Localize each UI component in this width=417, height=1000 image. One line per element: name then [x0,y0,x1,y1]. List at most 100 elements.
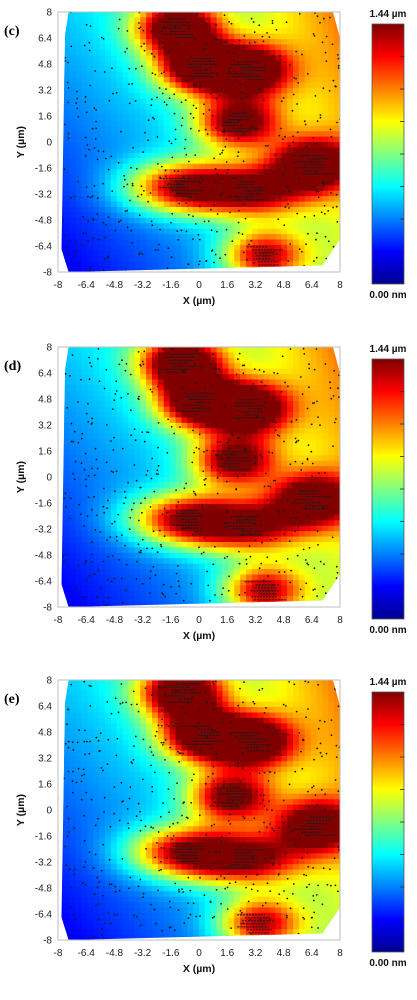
heatmap-cell [193,493,200,500]
heatmap-cell [134,49,141,56]
heatmap-cell [146,60,153,67]
heatmap-cell [169,12,177,19]
data-point [105,223,108,226]
heatmap-cell [128,158,135,165]
heatmap-cell [216,460,224,467]
heatmap-cell [99,22,106,29]
heatmap-cell [140,255,147,262]
heatmap-cell [110,514,118,521]
heatmap-cell [105,563,112,570]
heatmap-cell [187,17,194,24]
heatmap-cell [110,22,118,29]
heatmap-cell [75,212,83,219]
heatmap-cell [152,525,159,532]
heatmap-cell [134,82,141,89]
heatmap-cell [99,87,106,94]
heatmap-cell [304,201,312,208]
heatmap-cell [110,266,118,272]
heatmap-cell [316,190,323,197]
heatmap-cell [105,520,112,527]
heatmap-cell [216,444,224,451]
heatmap-cell [234,542,241,549]
heatmap-cell [216,60,224,67]
heatmap-cell [81,147,88,154]
heatmap-cell [146,114,153,121]
heatmap-cell [328,196,335,203]
heatmap-cell [128,531,135,538]
heatmap-cell [181,71,188,78]
heatmap-cell [257,207,265,214]
heatmap-cell [210,17,218,24]
heatmap-cell [140,60,147,67]
heatmap-cell [93,590,100,597]
heatmap-cell [222,406,229,413]
heatmap-cell [93,71,100,78]
heatmap-cell [116,590,124,597]
heatmap-cell [204,585,212,592]
heatmap-cell [240,33,247,40]
heatmap-cell [140,352,147,359]
heatmap-cell [157,558,165,565]
heatmap-cell [122,142,130,149]
heatmap-cell [293,384,300,391]
data-point [102,269,105,272]
heatmap-cell [204,104,212,111]
heatmap-cell [275,439,282,446]
heatmap-cell [75,44,83,51]
heatmap-cell [61,255,65,262]
data-point [205,259,208,262]
heatmap-cell [187,71,194,78]
heatmap-cell [298,444,306,451]
heatmap-cell [105,482,112,489]
heatmap-cell [152,498,159,505]
heatmap-cell [293,596,300,603]
data-point [330,135,333,138]
heatmap-cell [157,71,165,78]
data-point [236,155,239,158]
heatmap-cell [234,422,241,429]
heatmap-cell [287,77,294,84]
heatmap-cell [293,114,300,121]
heatmap-cell [298,428,306,435]
heatmap-cell [204,98,212,105]
heatmap-cell [251,390,259,397]
heatmap-cell [93,574,100,581]
heatmap-cell [187,487,194,494]
heatmap-cell [246,579,253,586]
heatmap-cell [187,223,194,230]
heatmap-cell [187,82,194,89]
heatmap-cell [157,12,165,19]
heatmap-cell [287,390,294,397]
heatmap-cell [275,412,282,419]
heatmap-cell [61,455,65,462]
heatmap-cell [187,207,194,214]
heatmap-cell [216,71,224,78]
heatmap-cell [128,439,135,446]
data-point [95,127,97,130]
heatmap-cell [228,390,235,397]
heatmap-cell [328,239,335,246]
data-point [175,43,178,46]
heatmap-cell [287,136,294,143]
heatmap-cell [93,585,100,592]
heatmap-cell [61,120,65,127]
heatmap-cell [275,374,282,381]
heatmap-cell [246,477,253,484]
heatmap-cell [181,417,188,424]
heatmap-cell [193,22,200,29]
data-point [199,205,201,208]
heatmap-cell [69,28,77,35]
heatmap-cell [122,558,130,565]
heatmap-cell [87,579,94,586]
heatmap-cell [61,363,65,370]
heatmap-cell [99,384,106,391]
heatmap-cell [287,12,294,19]
heatmap-cell [122,28,130,35]
heatmap-cell [187,514,194,521]
heatmap-cell [75,471,83,478]
heatmap-cell [146,455,153,462]
heatmap-cell [152,104,159,111]
heatmap-cell [240,28,247,35]
data-point [110,155,113,158]
heatmap-cell [116,174,124,181]
